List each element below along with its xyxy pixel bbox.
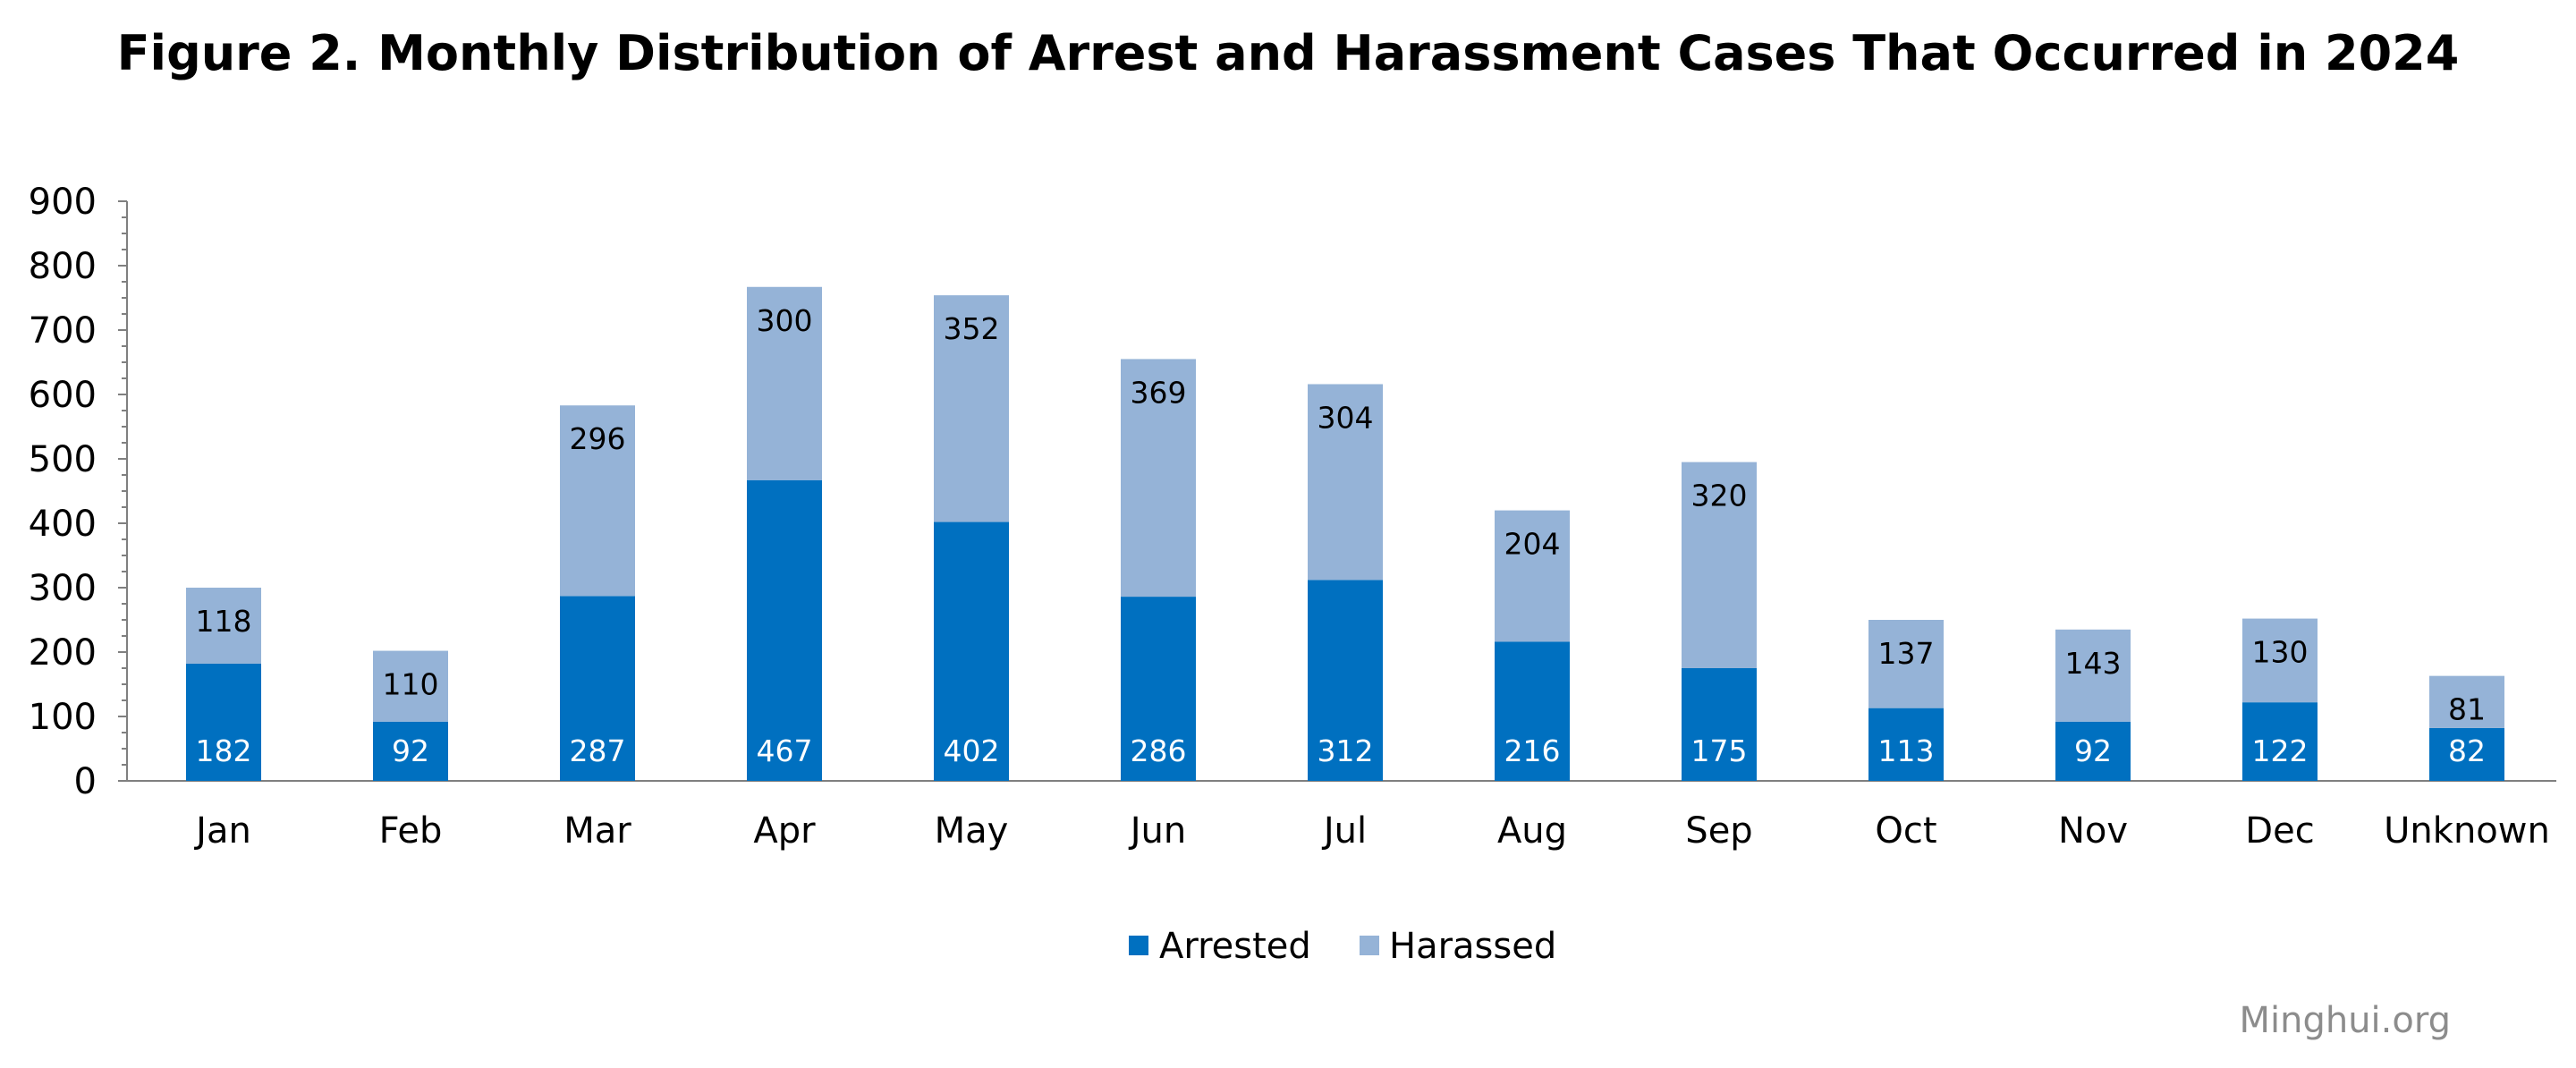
data-label-arrested: 82	[2448, 733, 2486, 768]
bar-arrested	[2055, 721, 2131, 781]
x-tick-label: Jul	[1321, 810, 1367, 852]
data-label-arrested: 216	[1504, 733, 1561, 768]
x-tick-label: Sep	[1685, 810, 1752, 852]
data-label-arrested: 312	[1318, 733, 1374, 768]
x-tick-label: Nov	[2058, 810, 2128, 852]
y-tick-label: 600	[29, 375, 97, 416]
data-label-arrested: 402	[944, 733, 1000, 768]
data-label-arrested: 182	[196, 733, 252, 768]
x-tick-label: Jan	[193, 810, 251, 852]
legend-swatch	[1360, 936, 1379, 955]
y-tick-label: 900	[29, 182, 97, 223]
data-label-harassed: 296	[570, 421, 626, 456]
legend-label: Arrested	[1159, 926, 1311, 967]
x-tick-label: Unknown	[2384, 810, 2550, 852]
data-label-arrested: 113	[1878, 733, 1935, 768]
bar-arrested	[1495, 641, 1570, 781]
bar-arrested	[373, 721, 448, 781]
data-label-harassed: 110	[383, 667, 439, 702]
y-tick-label: 500	[29, 439, 97, 480]
bar-harassed	[1308, 384, 1383, 581]
bar-harassed	[373, 650, 448, 722]
x-tick-label: Dec	[2245, 810, 2314, 852]
data-label-harassed: 137	[1878, 636, 1935, 671]
bar-harassed	[1495, 510, 1570, 642]
legend-item-arrested: Arrested	[1129, 926, 1311, 967]
x-tick-label: Oct	[1875, 810, 1936, 852]
source-note: Minghui.org	[2239, 1000, 2451, 1041]
bar-harassed	[934, 295, 1009, 522]
data-label-harassed: 304	[1318, 400, 1374, 435]
data-label-arrested: 287	[570, 733, 626, 768]
legend: Arrested Harassed	[1129, 926, 1556, 967]
bar-harassed	[1121, 359, 1196, 598]
value-labels: 182 118 92 110 287 296 467 300 402 352 286 369 312 30…	[196, 303, 2487, 768]
bar-arrested	[747, 479, 822, 781]
bar-harassed	[186, 588, 261, 664]
bar-arrested	[934, 521, 1009, 781]
bar-harassed	[1868, 620, 1944, 708]
data-label-arrested: 175	[1691, 733, 1748, 768]
bar-arrested	[1308, 580, 1383, 781]
x-tick-label: Mar	[564, 810, 631, 852]
y-tick-label: 700	[29, 310, 97, 352]
y-tick-label: 400	[29, 504, 97, 545]
bar-harassed	[2055, 629, 2131, 722]
data-label-harassed: 300	[757, 303, 813, 338]
bar-arrested	[1868, 708, 1944, 781]
data-label-harassed: 320	[1691, 479, 1748, 513]
y-axis: 0 100 200 300 400 500 600 700 800 900	[29, 182, 128, 802]
legend-item-harassed: Harassed	[1360, 926, 1556, 967]
data-label-harassed: 369	[1131, 375, 1187, 410]
y-tick-label: 300	[29, 568, 97, 609]
x-axis: Jan Feb Mar Apr May Jun Jul Aug Sep Oct Nov Dec Unkn…	[127, 780, 2556, 852]
x-tick-label: Feb	[379, 810, 443, 852]
x-tick-label: Apr	[753, 810, 816, 852]
bar-harassed	[1682, 462, 1757, 668]
bar-harassed	[747, 286, 822, 480]
data-label-arrested: 92	[2074, 733, 2112, 768]
bar-arrested	[186, 663, 261, 781]
data-label-harassed: 118	[196, 604, 252, 639]
data-label-arrested: 467	[757, 733, 813, 768]
y-tick-label: 800	[29, 246, 97, 287]
data-label-harassed: 352	[944, 311, 1000, 346]
x-tick-label: Jun	[1128, 810, 1187, 852]
data-label-harassed: 204	[1504, 527, 1561, 562]
data-label-harassed: 143	[2065, 646, 2122, 681]
bar-harassed	[2429, 675, 2504, 728]
data-label-arrested: 286	[1131, 733, 1187, 768]
bar-arrested	[2429, 727, 2504, 781]
x-tick-label: Aug	[1497, 810, 1567, 852]
data-label-arrested: 92	[392, 733, 429, 768]
x-tick-label: May	[935, 810, 1009, 852]
bar-arrested	[560, 596, 635, 781]
y-tick-label: 0	[74, 761, 97, 802]
data-label-harassed: 81	[2448, 692, 2486, 727]
y-tick-label: 200	[29, 632, 97, 674]
bars	[186, 286, 2504, 781]
bar-arrested	[1682, 668, 1757, 781]
bar-arrested	[2242, 702, 2318, 781]
bar-harassed	[2242, 618, 2318, 703]
legend-swatch	[1129, 936, 1148, 955]
chart-title: Figure 2. Monthly Distribution of Arrest…	[116, 25, 2460, 81]
legend-label: Harassed	[1389, 926, 1556, 967]
data-label-arrested: 122	[2252, 733, 2309, 768]
bar-arrested	[1121, 597, 1196, 781]
bar-harassed	[560, 405, 635, 597]
y-tick-label: 100	[29, 697, 97, 738]
data-label-harassed: 130	[2252, 635, 2309, 670]
